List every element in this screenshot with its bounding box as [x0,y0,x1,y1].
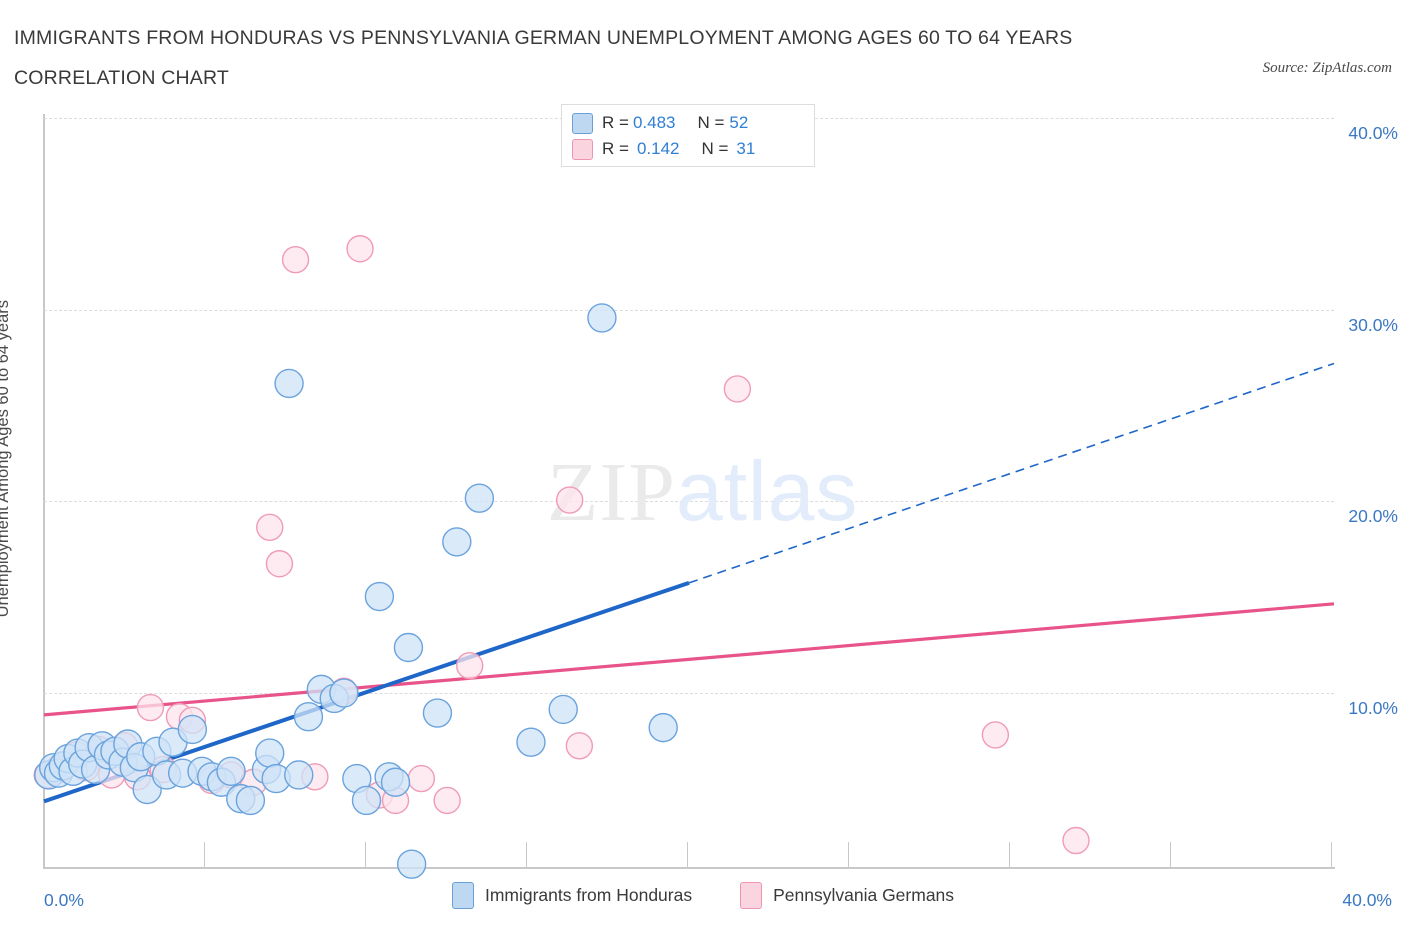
x-tick-6 [1009,842,1011,867]
x-tick-3 [526,842,528,867]
data-point-pennsylvania-germans [555,486,584,514]
data-point-immigrants-honduras [548,694,578,725]
gridline-20 [44,501,1334,502]
data-point-immigrants-honduras [216,756,246,787]
x-axis-line [43,867,1335,869]
data-point-pennsylvania-germans [281,245,310,274]
data-point-immigrants-honduras [396,849,427,879]
legend-n-label-pink: N = [701,139,729,158]
x-tick-5 [848,842,850,867]
x-tick-4 [687,842,689,867]
data-point-pennsylvania-germans [1062,826,1090,855]
legend-color-swatch-pink-icon [740,882,763,909]
stats-legend: R = 0.483 N = 52 R = 0.142 N = 31 [561,104,815,167]
legend-swatch-blue-icon [572,112,593,134]
legend-n-label-blue: N = [697,113,725,132]
data-point-immigrants-honduras [235,785,266,816]
points-immigrants-honduras [34,303,678,879]
data-point-immigrants-honduras [177,714,208,745]
data-point-pennsylvania-germans [136,693,165,722]
y-tick-20: 20.0% [1348,506,1398,526]
trendline-pink-solid [43,602,1335,717]
data-point-immigrants-honduras [648,712,678,743]
gridline-10 [44,693,1334,694]
data-point-immigrants-honduras [422,698,453,728]
page-title: IMMIGRANTS FROM HONDURAS VS PENNSYLVANIA… [14,27,1073,89]
data-point-pennsylvania-germans [346,235,374,263]
source-label: Source: ZipAtlas.com [1262,60,1392,76]
legend-color-swatch-blue-icon [451,882,474,909]
data-point-pennsylvania-germans [723,375,752,403]
data-point-pennsylvania-germans [565,732,594,760]
data-point-immigrants-honduras [442,527,472,557]
trendline-blue-dashed [688,362,1335,584]
y-tick-40: 40.0% [1348,123,1398,143]
data-point-immigrants-honduras [274,368,304,399]
legend-r-label-pink: R = [602,139,629,158]
scatter-canvas [33,235,1335,879]
data-point-immigrants-honduras [284,760,314,790]
data-point-pennsylvania-germans [981,721,1010,749]
legend-label-pennsylvania-germans: Pennsylvania Germans [773,885,955,905]
legend-item-pennsylvania-germans[interactable]: Pennsylvania Germans [740,882,954,909]
x-tick-7 [1170,842,1172,867]
data-point-pennsylvania-germans [456,652,484,680]
data-point-immigrants-honduras [351,785,382,816]
data-point-immigrants-honduras [516,727,546,757]
legend-label-immigrants-honduras: Immigrants from Honduras [484,885,693,905]
data-point-pennsylvania-germans [256,513,284,542]
stats-legend-row-blue: R = 0.483 N = 52 [572,110,804,136]
legend-r-value-blue: 0.483 [632,113,676,132]
trendline-immigrants-honduras [43,362,1335,804]
x-tick-max: 40.0% [1342,890,1392,910]
legend-n-value-blue: 52 [729,113,749,132]
y-tick-10: 10.0% [1348,698,1398,718]
data-point-immigrants-honduras [380,767,411,797]
stats-legend-row-pink: R = 0.142 N = 31 [572,136,804,162]
data-point-immigrants-honduras [587,303,617,333]
data-point-immigrants-honduras [329,678,359,708]
gridline-30 [44,310,1334,311]
x-tick-1 [204,842,206,867]
x-tick-2 [365,842,367,867]
legend-r-label-blue: R = [602,113,629,132]
data-point-pennsylvania-germans [265,550,294,578]
y-tick-30: 30.0% [1348,315,1398,335]
legend-n-value-pink: 31 [736,139,756,158]
data-point-immigrants-honduras [293,701,324,732]
data-point-immigrants-honduras [464,483,495,513]
x-tick-8 [1331,842,1333,867]
data-point-immigrants-honduras [364,581,395,612]
y-axis-title: Unemployment Among Ages 60 to 64 years [0,300,12,618]
legend-r-value-pink: 0.142 [636,139,680,158]
plot-area: ZIPatlas [33,114,1335,879]
data-point-immigrants-honduras [393,632,424,663]
trendline-pennsylvania-germans [43,602,1335,717]
x-tick-min: 0.0% [44,890,84,910]
data-point-immigrants-honduras [255,738,285,768]
legend-swatch-pink-icon [572,138,593,160]
data-point-pennsylvania-germans [407,764,436,793]
y-axis-line [43,114,45,868]
legend-item-immigrants-honduras[interactable]: Immigrants from Honduras [451,882,693,909]
data-point-pennsylvania-germans [433,786,461,815]
series-legend: Immigrants from Honduras Pennsylvania Ge… [0,882,1406,909]
